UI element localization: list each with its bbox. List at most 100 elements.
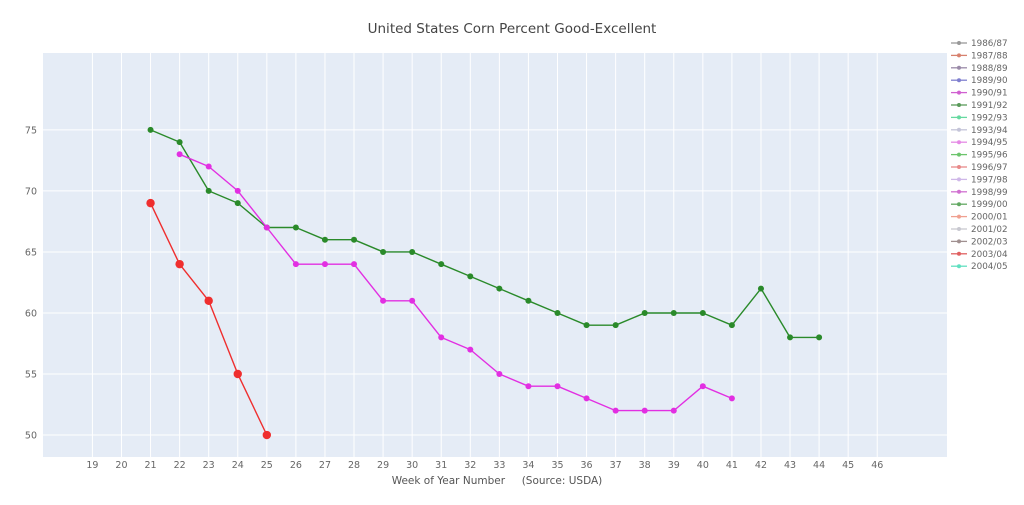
y-tick-label: 50 xyxy=(25,431,37,442)
legend-label: 1994/95 xyxy=(971,138,1008,148)
series-2-point xyxy=(699,383,706,390)
x-tick-label: 38 xyxy=(639,460,651,471)
legend-label: 1997/98 xyxy=(971,175,1008,185)
legend-marker-1991/92 xyxy=(957,103,961,107)
series-2-point xyxy=(205,163,212,170)
legend-marker-1995/96 xyxy=(957,152,961,157)
x-tick-label: 31 xyxy=(435,460,447,471)
x-tick-label: 23 xyxy=(203,460,215,471)
series-2-point xyxy=(438,334,445,341)
x-tick-label: 36 xyxy=(581,460,593,471)
legend-label: 2001/02 xyxy=(971,225,1008,235)
legend-label: 1989/90 xyxy=(971,76,1008,86)
series-2-point xyxy=(409,297,416,304)
x-tick-label: 29 xyxy=(377,460,389,471)
series-1-point xyxy=(380,248,387,255)
series-1-point xyxy=(176,139,183,146)
series-1-point xyxy=(409,248,416,255)
x-tick-label: 34 xyxy=(522,460,534,471)
series-1-point xyxy=(321,236,328,243)
series-1-point xyxy=(438,261,445,268)
legend-marker-2000/01 xyxy=(957,214,961,219)
x-tick-label: 26 xyxy=(290,460,302,471)
series-2-point xyxy=(467,346,474,353)
series-1-point xyxy=(525,297,532,304)
series-1-point xyxy=(787,334,794,341)
x-axis-label: Week of Year Number (Source: USDA) xyxy=(392,475,603,487)
x-tick-label: 35 xyxy=(551,460,563,471)
legend-label: 1999/00 xyxy=(971,200,1008,210)
x-tick-label: 20 xyxy=(115,460,127,471)
x-tick-label: 42 xyxy=(755,460,767,471)
legend-label: 2003/04 xyxy=(971,250,1008,260)
series-3-point xyxy=(204,296,213,305)
y-tick-label: 65 xyxy=(25,247,37,258)
x-tick-label: 19 xyxy=(86,460,98,471)
x-tick-label: 41 xyxy=(726,460,738,471)
series-2-point xyxy=(525,383,532,390)
series-1-point xyxy=(292,224,299,231)
x-tick-label: 30 xyxy=(406,460,418,471)
x-tick-label: 25 xyxy=(261,460,273,471)
series-2-point xyxy=(234,187,241,194)
legend-marker-1996/97 xyxy=(957,165,961,169)
series-2-point xyxy=(554,383,561,390)
x-tick-label: 24 xyxy=(232,460,244,471)
series-1-point xyxy=(757,285,764,292)
x-tick-label: 43 xyxy=(784,460,796,471)
series-1-point xyxy=(816,334,823,341)
series-1-point xyxy=(641,309,648,316)
legend-label: 1998/99 xyxy=(971,188,1008,198)
series-1-point xyxy=(699,309,706,316)
legend-label: 1996/97 xyxy=(971,163,1008,173)
legend-marker-2003/04 xyxy=(957,251,961,256)
series-2-point xyxy=(641,407,648,414)
series-2-point xyxy=(292,261,299,268)
legend-label: 1995/96 xyxy=(971,151,1008,161)
legend-label: 1987/88 xyxy=(971,51,1008,61)
x-tick-label: 32 xyxy=(464,460,476,471)
series-2-point xyxy=(263,224,270,231)
x-tick-label: 28 xyxy=(348,460,360,471)
legend-marker-1992/93 xyxy=(957,115,961,120)
series-2-point xyxy=(380,297,387,304)
x-tick-label: 21 xyxy=(145,460,157,471)
x-tick-label: 40 xyxy=(697,460,709,471)
legend-marker-2001/02 xyxy=(957,227,961,231)
x-tick-label: 39 xyxy=(668,460,680,471)
legend-label: 2004/05 xyxy=(971,262,1008,272)
series-3-point xyxy=(262,430,272,440)
legend-label: 1993/94 xyxy=(971,126,1008,136)
series-line-2 xyxy=(179,153,733,412)
legend-marker-1994/95 xyxy=(957,140,961,145)
series-2-point xyxy=(583,395,590,402)
series-line-1 xyxy=(150,129,820,339)
series-1-point xyxy=(728,322,735,329)
series-1-point xyxy=(554,309,561,316)
x-tick-label: 46 xyxy=(871,460,883,471)
series-3-point xyxy=(175,259,184,269)
series-1-point xyxy=(234,200,241,207)
series-3-point xyxy=(233,369,242,379)
series-1-point xyxy=(670,309,677,316)
legend-label: 1988/89 xyxy=(971,64,1008,74)
legend-marker-1986/87 xyxy=(957,41,961,45)
series-1-point xyxy=(205,187,212,194)
series-1-point xyxy=(147,126,154,133)
series-1-point xyxy=(612,322,619,329)
legend-marker-1987/88 xyxy=(957,53,961,58)
legend-marker-2002/03 xyxy=(957,239,961,244)
series-2-point xyxy=(612,407,619,414)
series-2-point xyxy=(728,395,735,402)
legend-marker-1997/98 xyxy=(957,177,961,182)
legend-marker-1998/99 xyxy=(957,189,961,194)
series-2-point xyxy=(670,407,677,414)
series-1-point xyxy=(351,236,358,243)
legend-marker-1989/90 xyxy=(957,78,961,83)
x-tick-label: 33 xyxy=(493,460,505,471)
series-1-point xyxy=(496,285,503,292)
legend-label: 2002/03 xyxy=(971,237,1008,247)
series-3-point xyxy=(146,198,155,208)
